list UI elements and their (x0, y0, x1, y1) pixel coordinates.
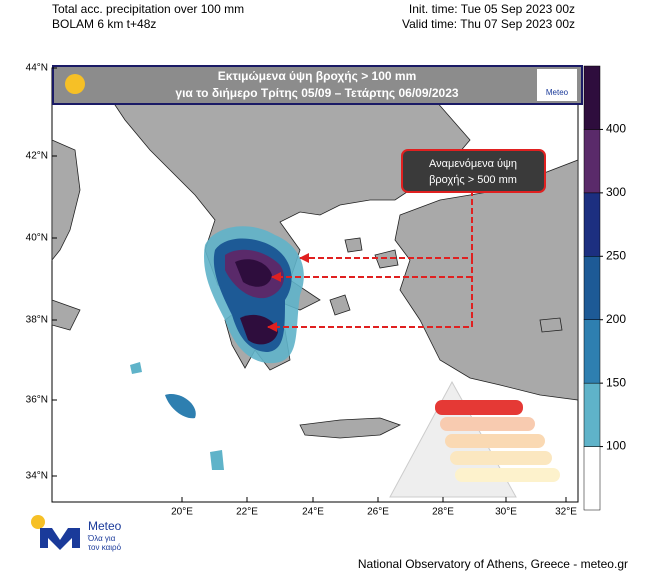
lat-label: 44°N (26, 63, 48, 74)
valid-time: Valid time: Thu 07 Sep 2023 00z (402, 17, 575, 31)
precip-field (130, 226, 304, 470)
callout-line1: Αναμενόμενα ύψη (429, 158, 517, 170)
lon-label: 28°E (432, 507, 454, 518)
init-time: Init. time: Tue 05 Sep 2023 00z (409, 2, 575, 16)
colorbar-label: 250 (606, 248, 626, 262)
lat-label: 34°N (26, 471, 48, 482)
risk-triangle (389, 380, 560, 498)
colorbar-label: 300 (606, 185, 626, 199)
map-area (51, 67, 579, 503)
colorbar-label: 200 (606, 312, 626, 326)
lat-label: 38°N (26, 315, 48, 326)
banner: Meteo Εκτιμώμενα ύψη βροχής > 100 mm για… (52, 65, 583, 105)
lon-label: 20°E (171, 507, 193, 518)
colorbar: 100 150 200 250 300 400 (583, 65, 626, 511)
colorbar-segment (583, 446, 601, 511)
header-title: Total acc. precipitation over 100 mm (52, 2, 244, 16)
colorbar-label: 100 (606, 439, 626, 453)
footer: National Observatory of Athens, Greece -… (358, 557, 628, 571)
colorbar-label: 150 (606, 375, 626, 389)
lon-label: 22°E (236, 507, 258, 518)
logo-tagline: Όλα για (87, 534, 116, 543)
banner-logo: Meteo (546, 88, 569, 97)
colorbar-segment (583, 192, 601, 257)
logo-tagline: τον καιρό (88, 543, 122, 552)
lon-label: 24°E (302, 507, 324, 518)
axis-labels: 44°N 42°N 40°N 38°N 36°N 34°N 20°E 22°E 24°E 26°E… (26, 63, 578, 518)
lon-label: 26°E (367, 507, 389, 518)
callout-line2: βροχής > 500 mm (429, 174, 517, 186)
logo-name: Meteo (88, 519, 122, 533)
banner-line2: για το διήμερο Τρίτης 05/09 – Τετάρτης 0… (175, 86, 458, 100)
meteo-logo: Meteo Όλα για τον καιρό (31, 515, 122, 552)
colorbar-label: 400 (606, 122, 626, 136)
colorbar-segment (583, 319, 601, 384)
colorbar-segment (583, 382, 601, 447)
lon-label: 32°E (555, 507, 577, 518)
lon-label: 30°E (495, 507, 517, 518)
lat-label: 36°N (26, 395, 48, 406)
colorbar-segment (583, 256, 601, 320)
header-model: BOLAM 6 km t+48z (52, 17, 156, 31)
colorbar-segment (583, 65, 601, 130)
banner-line1: Εκτιμώμενα ύψη βροχής > 100 mm (218, 69, 416, 83)
lat-label: 40°N (26, 233, 48, 244)
lat-label: 42°N (26, 151, 48, 162)
callout: Αναμενόμενα ύψη βροχής > 500 mm (401, 149, 546, 193)
colorbar-segment (583, 129, 601, 194)
